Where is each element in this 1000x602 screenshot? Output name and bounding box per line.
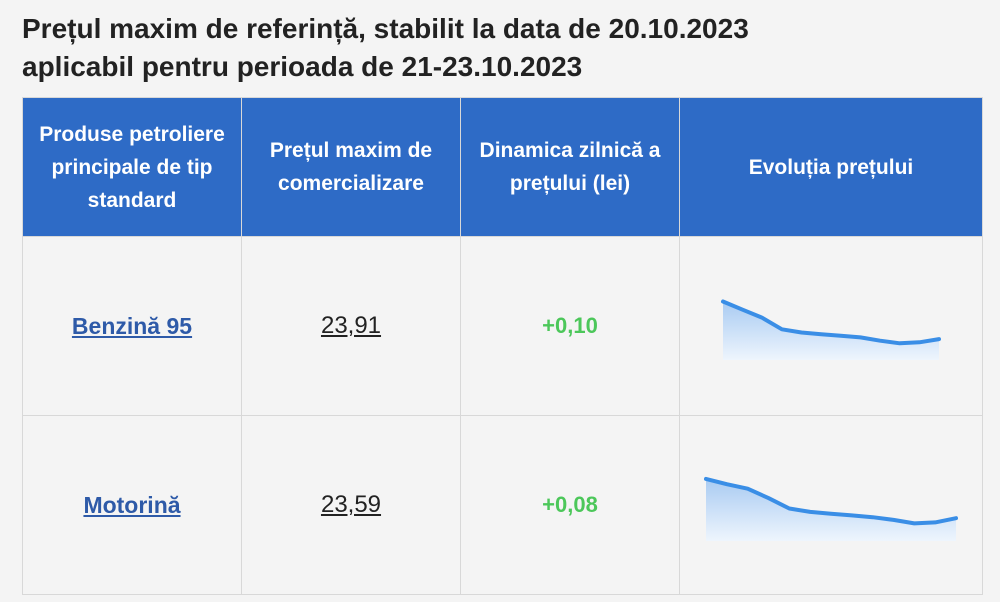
daily-change-value: +0,08	[542, 492, 598, 517]
price-cell: 23,59	[241, 415, 461, 595]
header-products: Produse petroliere principale de tip sta…	[22, 97, 242, 237]
price-value[interactable]: 23,59	[320, 491, 382, 518]
header-price-evolution: Evoluția prețului	[679, 97, 983, 237]
product-cell: Motorină	[22, 415, 242, 595]
price-cell: 23,91	[241, 236, 461, 416]
sparkline-area	[723, 301, 939, 360]
delta-cell: +0,08	[460, 415, 680, 595]
header-max-price: Prețul maxim de comercializare	[241, 97, 461, 237]
page-title: Prețul maxim de referință, stabilit la d…	[22, 10, 982, 86]
product-link-motorina[interactable]: Motorină	[83, 491, 181, 518]
sparkline-series-line	[704, 476, 958, 526]
title-line-2: aplicabil pentru perioada de 21-23.10.20…	[22, 51, 583, 82]
header-daily-change: Dinamica zilnică a prețului (lei)	[460, 97, 680, 237]
product-link-benzina-95[interactable]: Benzină 95	[71, 312, 193, 339]
daily-change-value: +0,10	[542, 313, 598, 338]
fuel-price-table: Produse petroliere principale de tip sta…	[22, 97, 983, 595]
sparkline-area	[706, 478, 956, 541]
sparkline-benzina-95	[721, 299, 941, 360]
sparkline-series-line	[721, 299, 941, 346]
sparkline-motorina	[704, 476, 958, 541]
table-header-row: Produse petroliere principale de tip sta…	[22, 97, 983, 237]
delta-cell: +0,10	[460, 236, 680, 416]
product-cell: Benzină 95	[22, 236, 242, 416]
price-value[interactable]: 23,91	[320, 312, 382, 339]
table-row: Benzină 95 23,91 +0,10	[22, 236, 983, 416]
sparkline-cell	[679, 415, 983, 595]
title-line-1: Prețul maxim de referință, stabilit la d…	[22, 13, 749, 44]
table-row: Motorină 23,59 +0,08	[22, 415, 983, 595]
sparkline-cell	[679, 236, 983, 416]
